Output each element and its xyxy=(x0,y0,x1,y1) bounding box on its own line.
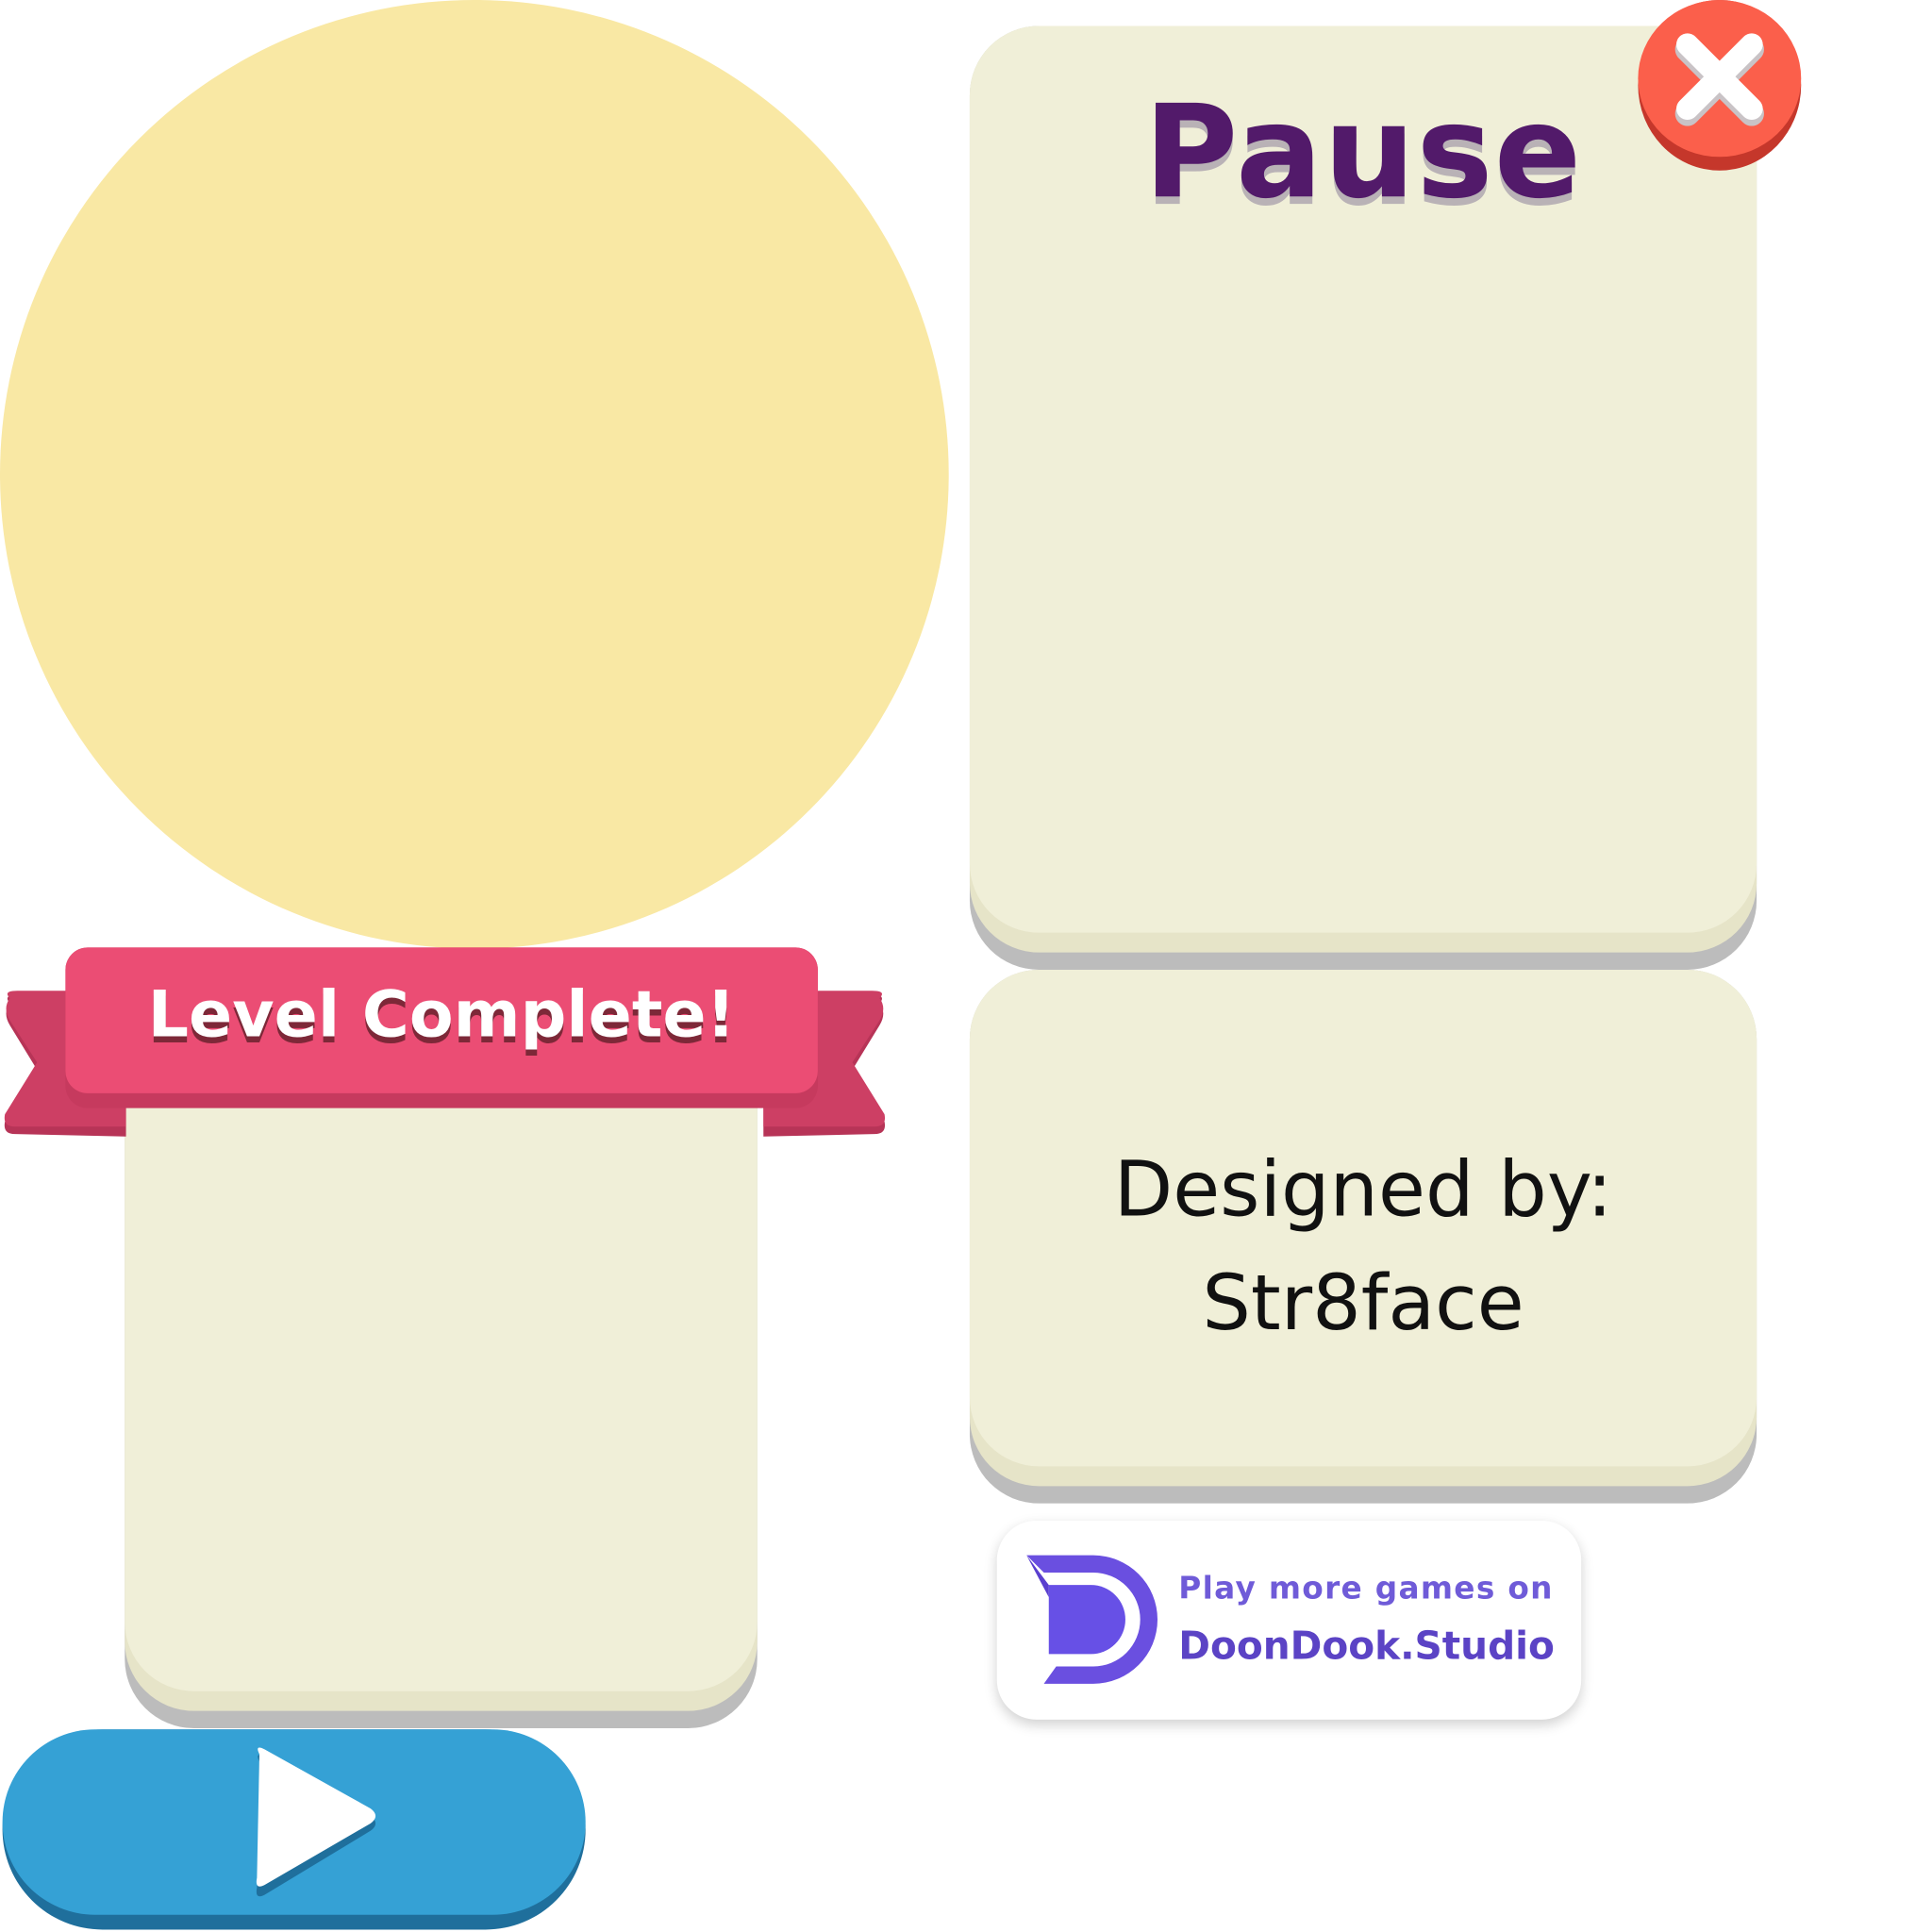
credits-text: Designed by: Str8face xyxy=(970,1133,1757,1360)
level-complete-card xyxy=(125,1074,758,1728)
doondook-logo-icon xyxy=(1026,1555,1158,1684)
pause-title: Pause xyxy=(1143,76,1583,227)
credits-designed-by: Designed by: xyxy=(1113,1143,1613,1235)
level-complete-title: Level Complete! xyxy=(147,978,736,1053)
play-button[interactable] xyxy=(2,1729,586,1930)
promo-site-name: DoonDook.Studio xyxy=(1178,1624,1555,1670)
promo-tagline: Play more games on xyxy=(1178,1570,1554,1607)
close-button[interactable] xyxy=(1638,0,1802,171)
level-complete-ribbon: Level Complete! xyxy=(65,947,818,1108)
play-icon xyxy=(256,1747,376,1897)
glow-circle xyxy=(0,0,949,949)
promo-badge[interactable]: Play more games on DoonDook.Studio xyxy=(996,1520,1582,1720)
credits-panel: Designed by: Str8face xyxy=(969,969,1757,1504)
pause-panel: Pause xyxy=(969,25,1757,970)
close-icon xyxy=(1674,33,1764,126)
credits-designer-name: Str8face xyxy=(1202,1257,1524,1348)
